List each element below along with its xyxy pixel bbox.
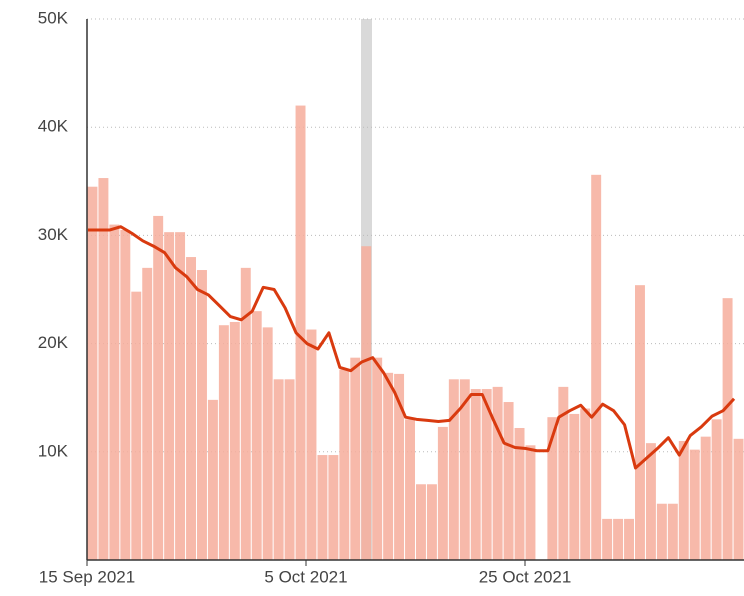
bar: [306, 329, 317, 560]
bar: [635, 285, 645, 560]
bar: [437, 426, 448, 560]
bar: [383, 372, 394, 560]
bar: [87, 186, 98, 560]
bar: [317, 455, 328, 560]
bar: [481, 389, 492, 560]
bar: [624, 518, 634, 560]
bar: [689, 449, 700, 560]
bar: [711, 419, 722, 560]
bar: [700, 436, 711, 560]
bar: [426, 484, 437, 560]
y-tick-label: 40K: [38, 117, 69, 136]
bar: [295, 105, 306, 560]
x-tick-label: 25 Oct 2021: [479, 567, 572, 586]
bar: [142, 267, 153, 560]
bar: [459, 379, 470, 560]
bar: [569, 413, 580, 560]
y-tick-label: 10K: [38, 441, 69, 460]
bar: [207, 399, 218, 560]
bar: [733, 438, 744, 560]
bar: [98, 178, 109, 560]
bar: [525, 445, 536, 560]
bar: [678, 440, 689, 560]
bar: [372, 357, 383, 560]
bar: [416, 484, 426, 560]
bar: [656, 503, 667, 560]
bar: [109, 224, 120, 560]
y-tick-label: 20K: [38, 333, 69, 352]
bar: [667, 503, 678, 560]
bar: [197, 270, 207, 560]
x-tick-label: 5 Oct 2021: [264, 567, 347, 586]
bar: [175, 232, 186, 561]
bar: [470, 389, 481, 560]
bar: [580, 408, 591, 560]
bar: [394, 373, 405, 560]
bar: [547, 417, 558, 560]
bar: [405, 419, 415, 560]
bar: [350, 357, 361, 560]
bar: [186, 257, 196, 560]
y-tick-label: 30K: [38, 225, 69, 244]
bar: [120, 229, 131, 561]
bar: [273, 379, 284, 560]
bar: [240, 267, 251, 560]
bar: [514, 427, 525, 560]
y-tick-label: 50K: [38, 8, 69, 27]
bar: [558, 386, 569, 560]
bar: [339, 369, 350, 560]
bar: [361, 246, 372, 560]
bar: [613, 518, 624, 560]
bar: [164, 232, 175, 561]
bar: [284, 379, 295, 560]
bar: [503, 402, 514, 560]
x-tick-label: 15 Sep 2021: [39, 567, 135, 586]
bar: [153, 215, 164, 560]
bar: [492, 386, 503, 560]
bar: [645, 443, 656, 560]
bar: [328, 455, 339, 560]
bar: [218, 325, 229, 560]
bar: [591, 174, 602, 561]
bar: [131, 291, 142, 560]
bar: [229, 321, 240, 560]
bar: [722, 298, 733, 560]
bar: [602, 518, 613, 560]
average-line: [88, 225, 736, 470]
bar: [448, 379, 459, 560]
bar: [251, 311, 262, 560]
bar: [262, 327, 273, 560]
